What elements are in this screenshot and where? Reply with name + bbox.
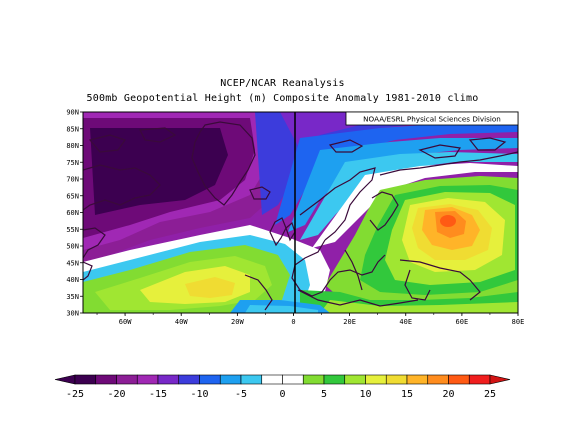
coastlines: [83, 121, 518, 311]
colorbar-label: 20: [442, 389, 454, 400]
colorbar-swatch: [219, 374, 242, 385]
colorbar-swatch: [116, 374, 138, 385]
colorbar-label: 0: [279, 389, 285, 400]
colorbar-swatch: [157, 374, 180, 385]
lat-tick-label: 30N: [66, 310, 79, 318]
lon-tick-label: 20E: [343, 318, 356, 326]
longitude-axis: 60W 40W 20W 0 20E 40E 60E 80E: [96, 313, 525, 326]
anomaly-field: [83, 112, 518, 313]
lon-tick-label: 0: [291, 318, 295, 326]
map-subtitle: 500mb Geopotential Height (m) Composite …: [86, 93, 479, 104]
latitude-axis: 30N 35N 40N 45N 50N 55N 60N 65N 70N 75N 80N 85N 90N: [66, 109, 83, 318]
colorbar-label: -5: [235, 389, 247, 400]
colorbar-swatch: [178, 374, 200, 385]
lat-tick-label: 70N: [66, 176, 79, 184]
colorbar-right-arrow: [489, 374, 511, 385]
colorbar-label: -20: [107, 389, 125, 400]
colorbar-swatch: [282, 374, 304, 385]
field-minus-12b: [280, 112, 518, 150]
lat-tick-label: 35N: [66, 293, 79, 301]
lat-tick-label: 55N: [66, 226, 79, 234]
field-plus-20: [440, 215, 456, 227]
colorbar-left-arrow: [54, 374, 76, 385]
colorbar-swatch: [74, 374, 97, 385]
lon-tick-label: 40E: [399, 318, 412, 326]
colorbar: -25 -20 -15 -10 -5 0 5 10 15 20 25: [54, 374, 511, 400]
lat-tick-label: 60N: [66, 209, 79, 217]
lat-tick-label: 40N: [66, 276, 79, 284]
field-plus-sw-5: [185, 277, 235, 298]
colorbar-swatch: [448, 374, 470, 385]
colorbar-swatch: [365, 374, 387, 385]
field-minus-2: [300, 152, 518, 240]
lon-tick-label: 80E: [512, 318, 525, 326]
lon-tick-label: 60W: [119, 318, 132, 326]
lon-tick-label: 40W: [175, 318, 188, 326]
colorbar-label: -15: [149, 389, 167, 400]
colorbar-swatch: [261, 374, 283, 385]
colorbar-swatch: [199, 374, 221, 385]
colorbar-label: -10: [190, 389, 208, 400]
credit-box: [345, 111, 519, 126]
field-south-blue2: [245, 305, 318, 313]
lat-tick-label: 90N: [66, 109, 79, 117]
colorbar-swatch: [385, 374, 408, 385]
colorbar-swatch: [302, 374, 325, 385]
colorbar-label: -25: [66, 389, 84, 400]
lat-tick-label: 75N: [66, 159, 79, 167]
colorbar-swatch: [427, 374, 449, 385]
field-zero: [312, 163, 518, 248]
lat-tick-label: 45N: [66, 259, 79, 267]
lat-tick-label: 50N: [66, 243, 79, 251]
colorbar-label: 15: [401, 389, 413, 400]
colorbar-label: 5: [321, 389, 327, 400]
colorbar-swatch: [95, 374, 117, 385]
colorbar-swatch: [406, 374, 429, 385]
colorbar-swatch: [136, 374, 159, 385]
lon-tick-label: 60E: [456, 318, 469, 326]
lat-tick-label: 85N: [66, 125, 79, 133]
map-title: NCEP/NCAR Reanalysis: [220, 78, 345, 89]
colorbar-swatch: [323, 374, 346, 385]
field-south-strip2: [320, 300, 518, 313]
lat-tick-label: 65N: [66, 192, 79, 200]
colorbar-swatch: [240, 374, 263, 385]
lat-tick-label: 80N: [66, 142, 79, 150]
colorbar-swatch: [344, 374, 366, 385]
lon-tick-label: 20W: [231, 318, 244, 326]
colorbar-swatch: [468, 374, 491, 385]
credit-text: NOAA/ESRL Physical Sciences Division: [363, 115, 501, 124]
colorbar-label: 10: [359, 389, 371, 400]
colorbar-label: 25: [484, 389, 496, 400]
field-minus-5: [288, 138, 518, 232]
